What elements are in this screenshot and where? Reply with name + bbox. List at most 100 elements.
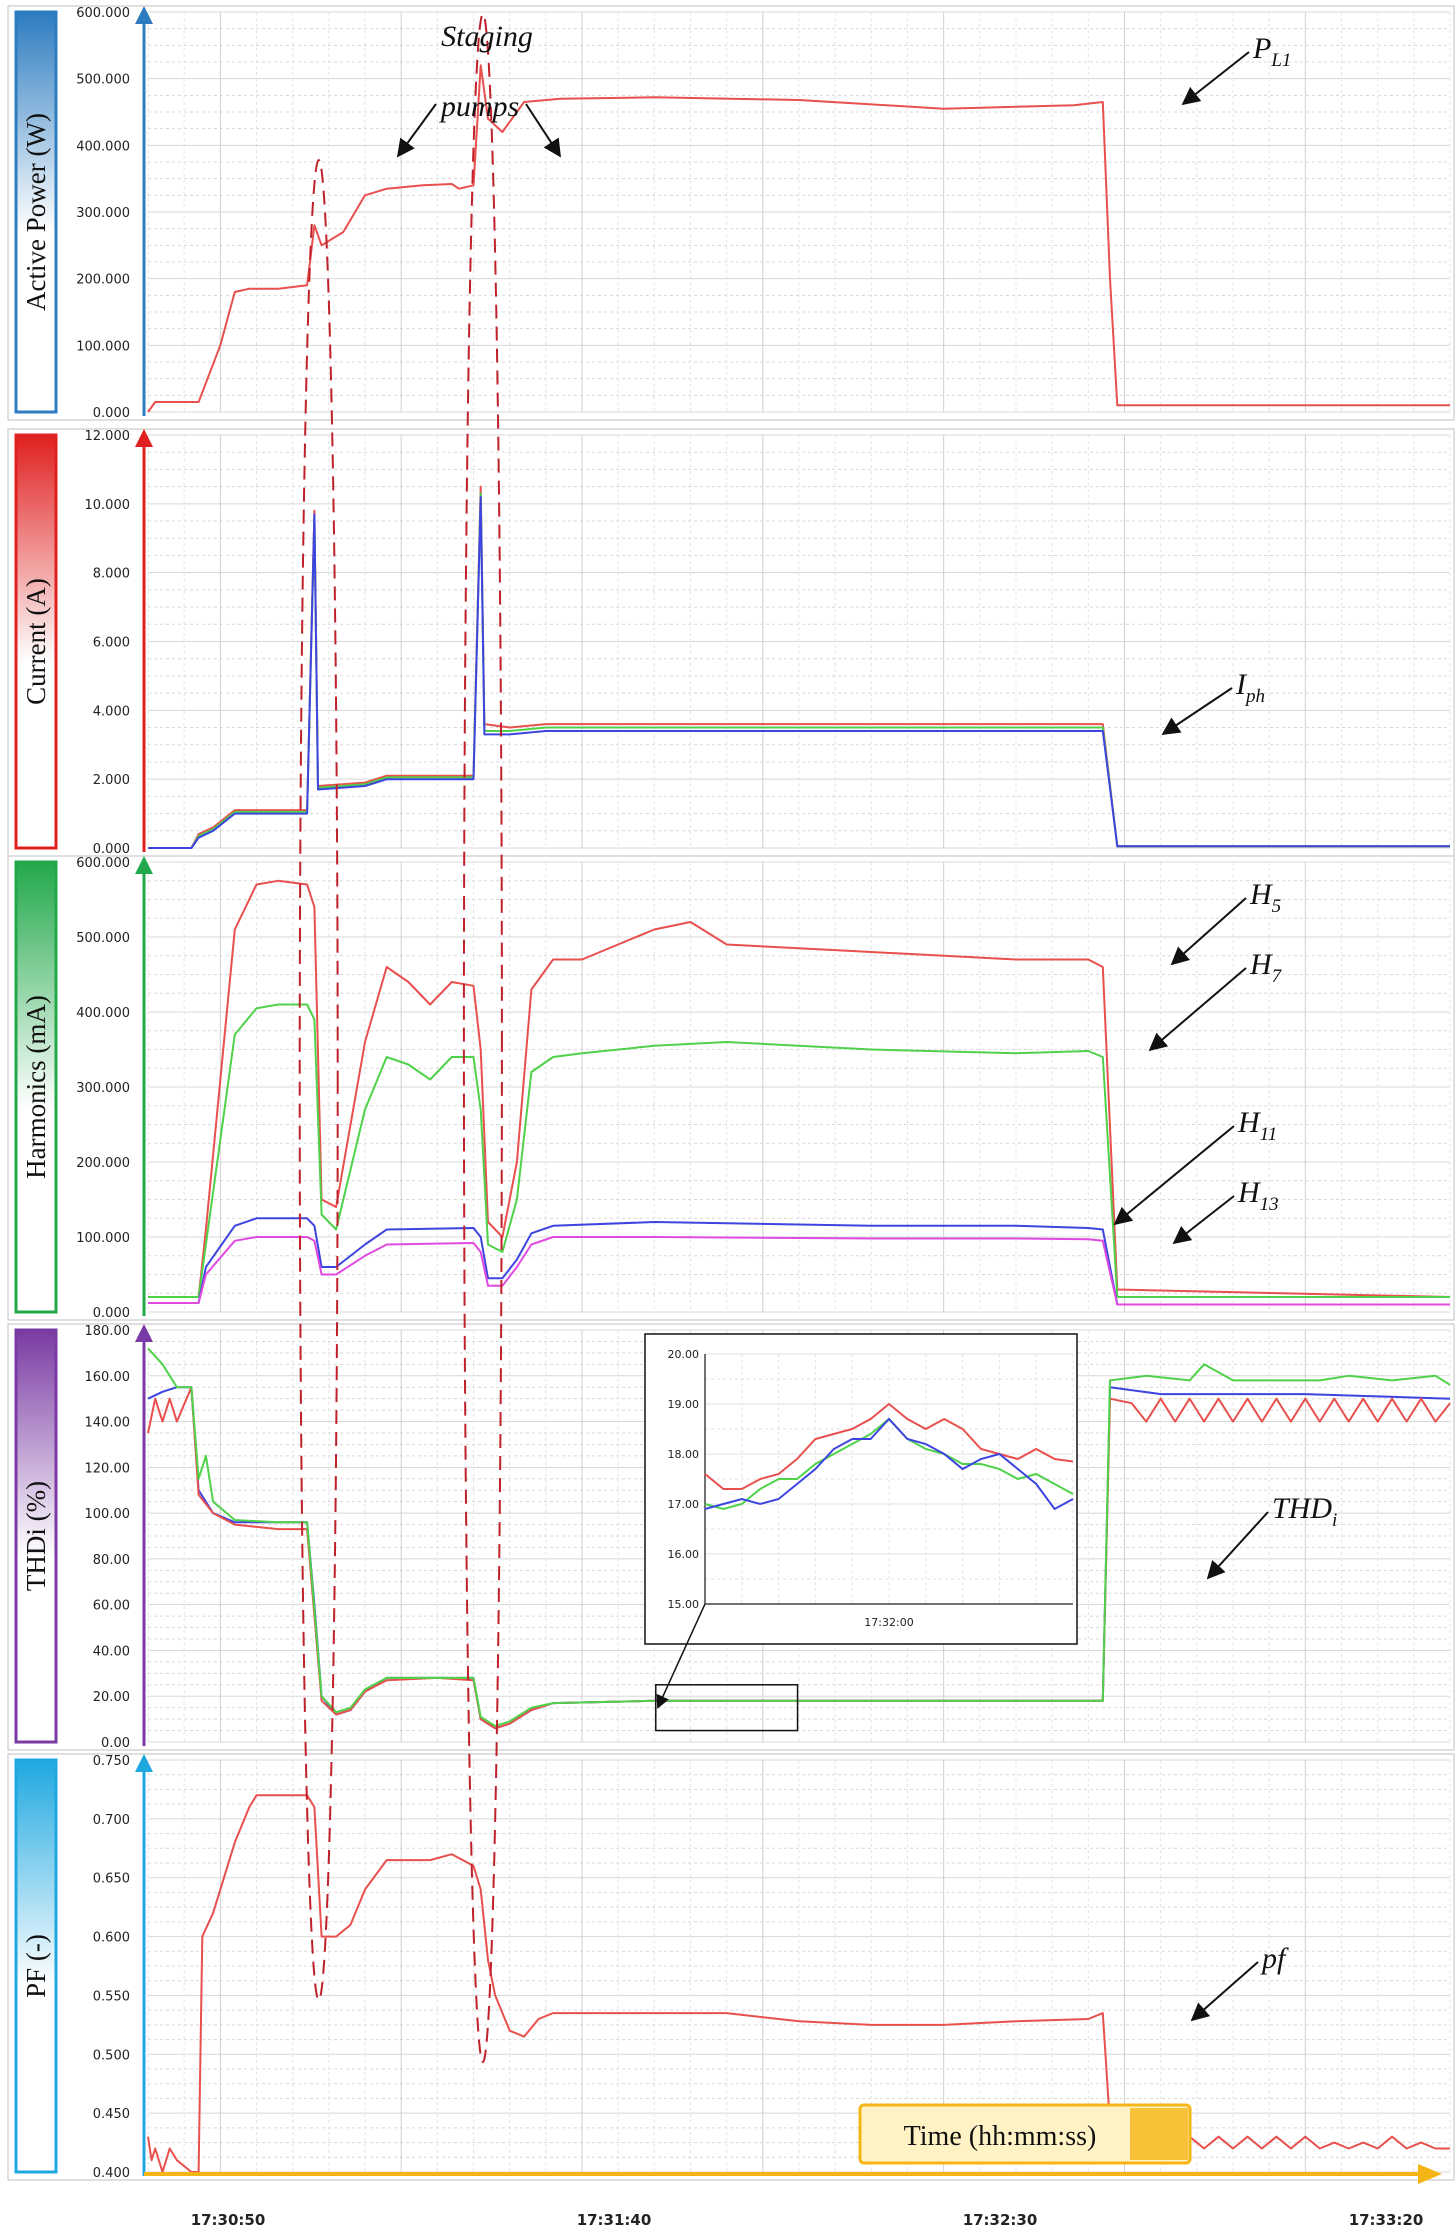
series-line-current-0 — [148, 485, 1450, 849]
x-axis-tick-labels: 17:30:50 17:31:40 17:32:30 17:33:20 — [191, 2211, 1424, 2229]
y-tick-label: 600.000 — [76, 6, 130, 21]
y-tick-label: 80.00 — [93, 1553, 130, 1568]
thd-inset: 15.00 16.00 17.00 18.00 19.00 20.00 17:32:00 — [644, 1333, 1078, 1645]
y-tick-label: 160.00 — [85, 1370, 131, 1385]
series-line-thd-2 — [147, 1347, 1451, 1727]
series-name-label: PL1 — [1252, 32, 1291, 71]
y-tick-label: 40.00 — [93, 1644, 130, 1659]
y-tick-label: 400.000 — [76, 1006, 130, 1021]
series-line-pf-0 — [147, 1794, 1450, 2173]
inset-y-tick-label: 16.00 — [668, 1548, 700, 1561]
y-tick-label: 100.000 — [76, 339, 130, 354]
y-tick-label: 180.00 — [85, 1324, 131, 1339]
y-axis-arrowhead — [135, 6, 153, 24]
y-tick-label: 400.000 — [76, 139, 130, 154]
series-label-arrow — [1190, 1961, 1259, 2022]
series-name-label: H7 — [1249, 948, 1283, 987]
y-tick-label: 300.000 — [76, 1081, 130, 1096]
y-tick-label: 0.450 — [93, 2107, 130, 2122]
y-tick-label: 0.750 — [93, 1754, 130, 1769]
panel-frame — [7, 428, 1455, 857]
series-label-arrow — [1161, 687, 1233, 735]
staging-label: Staging — [441, 20, 533, 53]
panel-pf: PF (-) 0.400 0.450 0.500 0.550 0.600 0.650 0.70… — [7, 1753, 1455, 2181]
staging-arrow-right — [525, 103, 561, 158]
staging-arrow-left — [396, 103, 437, 158]
panel-current: Current (A) 0.000 2.000 4.000 6.000 8.000 10.0… — [7, 428, 1455, 857]
panel-harmonics: Harmonics (mA) 0.000 100.000 200.000 300.000… — [7, 855, 1455, 1321]
inset-y-tick-label: 18.00 — [668, 1448, 700, 1461]
panel-frame — [7, 5, 1455, 421]
staging-ellipse-2 — [462, 13, 503, 2063]
inset-series-line-2 — [704, 1417, 1074, 1511]
y-tick-label: 20.00 — [93, 1690, 130, 1705]
y-tick-label: 200.000 — [76, 1156, 130, 1171]
y-tick-label: 0.000 — [93, 406, 130, 421]
inset-y-tick-label: 15.00 — [668, 1598, 700, 1611]
staging-pumps-annotation: Staging pumps — [396, 20, 561, 158]
panel-frame — [7, 1753, 1455, 2181]
y-axis-label: Current (A) — [21, 578, 51, 705]
y-tick-label: 0.550 — [93, 1989, 130, 2004]
series-name-label: H11 — [1237, 1106, 1277, 1145]
time-axis-banner: Time (hh:mm:ss) — [858, 2103, 1192, 2165]
y-axis-label: THDi (%) — [21, 1481, 51, 1591]
x-tick-label: 17:32:30 — [963, 2211, 1038, 2229]
staging-ellipse-1 — [298, 159, 339, 2001]
series-label-arrow — [1206, 1511, 1269, 1580]
series-line-active_power-0 — [147, 64, 1450, 413]
y-tick-label: 140.00 — [85, 1416, 131, 1431]
y-axis-arrowhead — [135, 1754, 153, 1772]
y-tick-label: 600.000 — [76, 856, 130, 871]
inset-series-line-0 — [704, 1402, 1074, 1490]
inset-y-tick-label: 19.00 — [668, 1398, 700, 1411]
x-tick-label: 17:31:40 — [577, 2211, 652, 2229]
y-axis-label: Harmonics (mA) — [21, 995, 51, 1179]
ylabel-box — [14, 10, 58, 414]
ylabel-box — [14, 1328, 58, 1744]
zoom-region-box — [655, 1684, 799, 1732]
y-axis-arrowhead — [135, 856, 153, 874]
y-tick-label: 0.000 — [93, 1306, 130, 1321]
series-line-current-1 — [148, 492, 1450, 849]
x-axis-title: Time (hh:mm:ss) — [904, 2121, 1097, 2152]
series-line-harmonics-0 — [148, 879, 1451, 1298]
y-tick-label: 300.000 — [76, 206, 130, 221]
series-line-harmonics-1 — [148, 1003, 1450, 1298]
y-tick-label: 200.000 — [76, 273, 130, 288]
series-line-harmonics-3 — [148, 1236, 1450, 1306]
series-name-label: pf — [1260, 1942, 1289, 1975]
inset-x-tick-label: 17:32:00 — [864, 1616, 913, 1629]
series-label-arrow — [1148, 967, 1247, 1052]
inset-y-tick-label: 20.00 — [668, 1348, 700, 1361]
y-tick-label: 10.000 — [85, 498, 131, 513]
y-tick-label: 6.000 — [93, 636, 130, 651]
y-tick-label: 8.000 — [93, 567, 130, 582]
y-tick-label: 100.000 — [76, 1231, 130, 1246]
series-label-arrow — [1113, 1125, 1235, 1226]
series-label-arrow — [1181, 51, 1250, 106]
series-line-harmonics-2 — [148, 1217, 1450, 1306]
inset-y-tick-label: 17.00 — [668, 1498, 700, 1511]
y-tick-label: 0.00 — [101, 1736, 130, 1751]
pumps-label: pumps — [439, 90, 519, 123]
y-axis-arrowhead — [135, 429, 153, 447]
series-name-label: THDi — [1272, 1492, 1337, 1531]
y-tick-label: 0.600 — [93, 1931, 130, 1946]
y-axis-arrowhead — [135, 1324, 153, 1342]
series-label-arrow — [1170, 897, 1247, 966]
y-tick-label: 120.00 — [85, 1461, 131, 1476]
ylabel-box — [14, 1758, 58, 2174]
y-tick-label: 500.000 — [76, 931, 130, 946]
y-tick-label: 4.000 — [93, 704, 130, 719]
zoom-connector-arrow — [656, 1603, 706, 1709]
y-tick-label: 0.700 — [93, 1813, 130, 1828]
panel-frame — [7, 855, 1455, 1321]
y-tick-label: 60.00 — [93, 1599, 130, 1614]
panel-active_power: Active Power (W) 0.000 100.000 200.000 300.0… — [7, 5, 1455, 421]
x-axis-arrowhead — [1418, 2164, 1442, 2184]
series-line-current-2 — [148, 495, 1450, 849]
series-name-label: Iph — [1235, 668, 1265, 707]
series-label-arrow — [1172, 1195, 1235, 1245]
series-name-label: H13 — [1237, 1176, 1279, 1215]
